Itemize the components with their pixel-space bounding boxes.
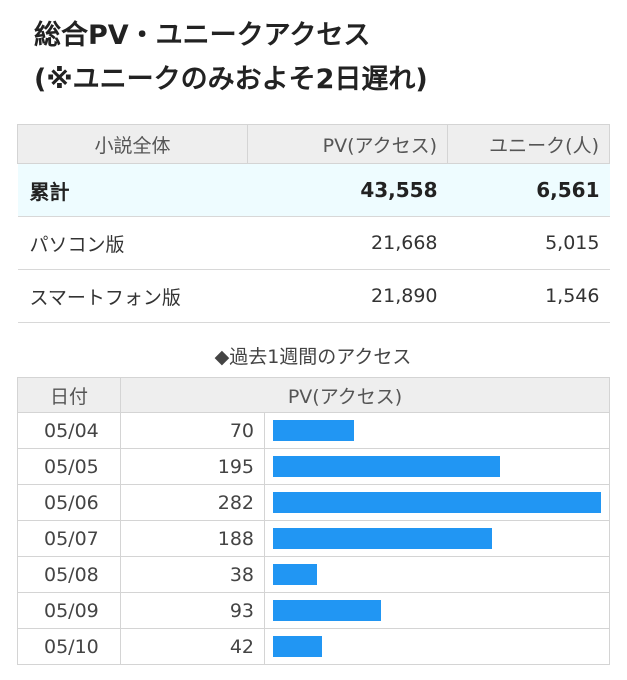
summary-pv: 43,558 <box>247 163 448 217</box>
weekly-bar-cell <box>264 412 610 449</box>
weekly-row: 05/04 70 <box>17 412 610 449</box>
summary-header-novel: 小説全体 <box>17 124 248 164</box>
weekly-date: 05/05 <box>17 448 121 485</box>
weekly-row: 05/07 188 <box>17 520 610 557</box>
weekly-pv-value: 195 <box>120 448 265 485</box>
pv-bar <box>273 492 601 513</box>
pv-bar <box>273 528 492 549</box>
page-title-line1: 総合PV・ユニークアクセス <box>34 20 371 51</box>
summary-table: 小説全体 PV(アクセス) ユニーク(人) 累計 43,558 6,561 パソ… <box>17 124 610 323</box>
weekly-row: 05/05 195 <box>17 448 610 485</box>
weekly-date: 05/08 <box>17 556 121 593</box>
summary-unique: 5,015 <box>447 216 610 270</box>
summary-unique: 1,546 <box>447 269 610 323</box>
weekly-date: 05/07 <box>17 520 121 557</box>
pv-bar <box>273 600 381 621</box>
weekly-caption: ◆過去1週間のアクセス <box>214 346 412 368</box>
summary-label: パソコン版 <box>17 216 248 270</box>
weekly-header-row: 日付 PV(アクセス) <box>17 377 610 413</box>
weekly-bar-cell <box>264 628 610 665</box>
pv-bar <box>273 456 500 477</box>
weekly-pv-value: 282 <box>120 484 265 521</box>
summary-unique: 6,561 <box>447 163 610 217</box>
summary-label: スマートフォン版 <box>17 269 248 323</box>
pv-bar <box>273 564 317 585</box>
page-title: 総合PV・ユニークアクセス (※ユニークのみおよそ2日遅れ) <box>34 14 614 102</box>
weekly-pv-value: 38 <box>120 556 265 593</box>
weekly-header-date: 日付 <box>17 377 121 413</box>
weekly-bar-cell <box>264 556 610 593</box>
pv-bar <box>273 420 354 441</box>
weekly-pv-value: 70 <box>120 412 265 449</box>
page-title-line2: (※ユニークのみおよそ2日遅れ) <box>34 64 428 95</box>
summary-pv: 21,668 <box>247 216 448 270</box>
pv-bar <box>273 636 322 657</box>
weekly-date: 05/09 <box>17 592 121 629</box>
summary-label: 累計 <box>17 163 248 217</box>
weekly-row: 05/08 38 <box>17 556 610 593</box>
weekly-bar-cell <box>264 520 610 557</box>
summary-header-unique: ユニーク(人) <box>447 124 610 164</box>
weekly-table: 日付 PV(アクセス) 05/04 70 05/05 195 05/06 282 05/07… <box>17 377 610 665</box>
weekly-date: 05/04 <box>17 412 121 449</box>
weekly-bar-cell <box>264 484 610 521</box>
weekly-row: 05/06 282 <box>17 484 610 521</box>
summary-row-smartphone: スマートフォン版 21,890 1,546 <box>17 269 610 323</box>
summary-row-pc: パソコン版 21,668 5,015 <box>17 216 610 270</box>
summary-row-total: 累計 43,558 6,561 <box>17 163 610 217</box>
summary-pv: 21,890 <box>247 269 448 323</box>
weekly-row: 05/09 93 <box>17 592 610 629</box>
weekly-bar-cell <box>264 592 610 629</box>
summary-header-row: 小説全体 PV(アクセス) ユニーク(人) <box>17 124 610 164</box>
weekly-date: 05/10 <box>17 628 121 665</box>
weekly-header-pv: PV(アクセス) <box>120 377 610 413</box>
summary-header-pv: PV(アクセス) <box>247 124 448 164</box>
weekly-pv-value: 188 <box>120 520 265 557</box>
weekly-row: 05/10 42 <box>17 628 610 665</box>
weekly-pv-value: 93 <box>120 592 265 629</box>
weekly-date: 05/06 <box>17 484 121 521</box>
weekly-bar-cell <box>264 448 610 485</box>
weekly-pv-value: 42 <box>120 628 265 665</box>
